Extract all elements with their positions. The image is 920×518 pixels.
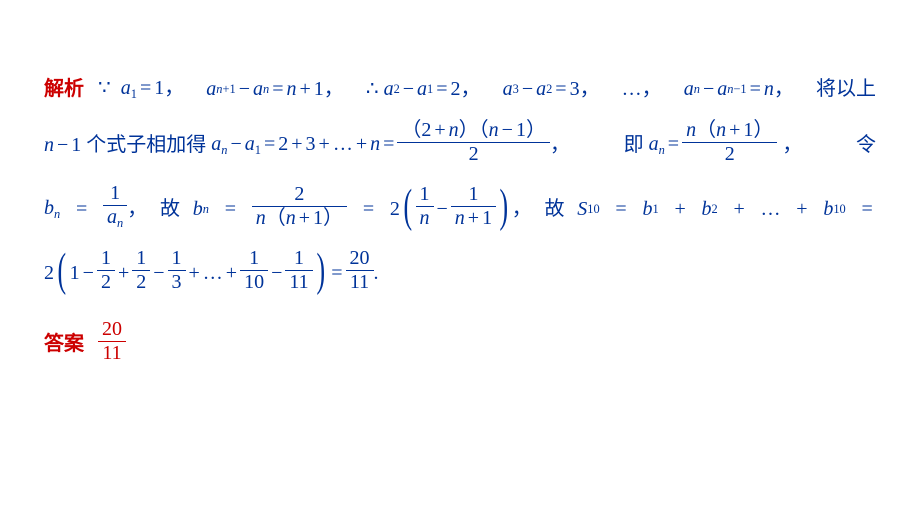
solution-line-4: 2 ( 1− 12 + 12 − 13 + … + 110 − 111 ) = … [44, 250, 876, 295]
page: 解析 ∵ a1=1， an+1−an=n+1， ∴ a2−a1=2， a3−a2… [0, 0, 920, 366]
bn-val-fraction: 2 n（n+1） [252, 184, 347, 229]
solution-label: 解析 [44, 79, 84, 99]
telescoping-expansion: 2 ( 1− 12 + 12 − 13 + … + 110 − 111 ) = … [44, 250, 379, 295]
s10-label: S10 [577, 199, 599, 219]
ji-text: 即 [624, 135, 644, 155]
answer-value: 20 11 [98, 319, 126, 364]
solution-line-2: n−1 个式子相加得 an−a1=2+3+…+n= （2+n）（n−1） 2 ，… [44, 122, 876, 167]
add-text: 个式子相加得 [86, 135, 206, 155]
diff-2: a3−a2=3， [503, 79, 600, 99]
bn-def-fraction: 1 an [103, 183, 127, 230]
an-fraction: n（n+1） 2 [682, 120, 777, 165]
answer-label: 答案 [44, 334, 84, 354]
ellipsis-1: …， [622, 79, 662, 99]
partial-fraction: 2 ( 1 n − 1 n+1 ) ， [390, 186, 532, 231]
diff-n: an−an−1=n， [684, 79, 794, 99]
answer-line: 答案 20 11 [44, 321, 876, 366]
because-symbol: ∵ [98, 77, 111, 99]
telescoping-sum: an−a1=2+3+…+n= [211, 134, 397, 156]
diff-1: ∴ a2−a1=2， [366, 79, 481, 99]
ling-text: 令 [856, 135, 876, 155]
result-fraction: 20 11 [346, 248, 374, 293]
solution-line-3: bn = 1 an ， 故 bn = 2 n（n+1） = 2 ( 1 n [44, 185, 876, 232]
sum-fraction: （2+n）（n−1） 2 [397, 120, 550, 165]
tail-text-1: 将以上 [816, 79, 876, 99]
solution-line-1: 解析 ∵ a1=1， an+1−an=n+1， ∴ a2−a1=2， a3−a2… [44, 78, 876, 100]
recurrence: an+1−an=n+1， [206, 79, 343, 99]
gu-text-1: 故 [160, 199, 180, 219]
gu-text-2: 故 [545, 199, 565, 219]
